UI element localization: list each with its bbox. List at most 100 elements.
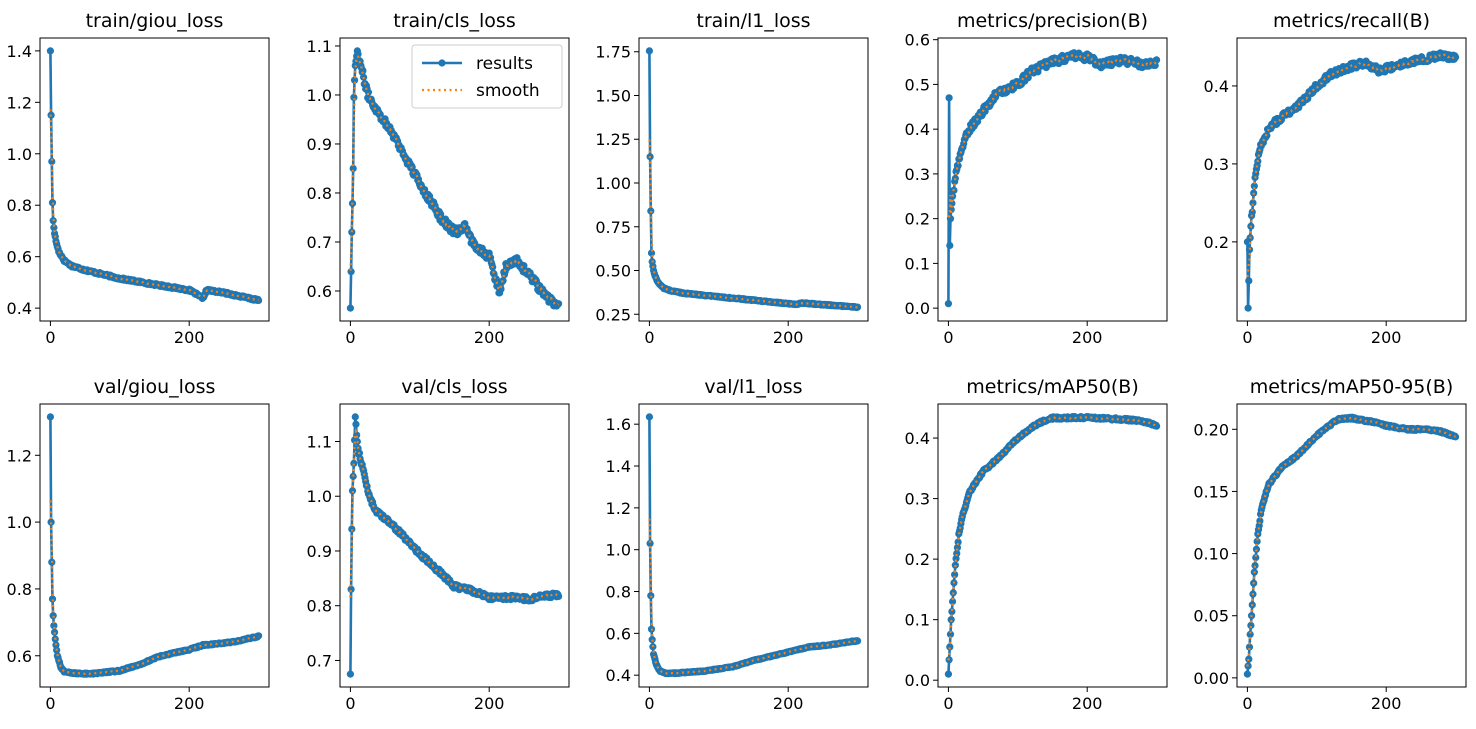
- results-point: [1152, 56, 1161, 64]
- smooth-line: [1246, 53, 1457, 278]
- results-line: [1246, 415, 1457, 675]
- results-point: [48, 157, 56, 166]
- x-tick-label: 200: [1371, 328, 1402, 347]
- results-point: [1451, 53, 1460, 61]
- results-point: [946, 241, 954, 250]
- y-tick-label: 1.0: [307, 86, 332, 105]
- axes-frame: [1236, 403, 1467, 688]
- results-point: [948, 597, 957, 606]
- y-tick-label: 1.50: [595, 86, 631, 105]
- results-markers: [944, 412, 1161, 678]
- y-tick-label: 0.3: [1204, 155, 1229, 174]
- panel-title: metrics/mAP50(B): [966, 376, 1138, 398]
- x-tick-label: 0: [644, 328, 654, 347]
- y-tick-label: 0.0: [905, 299, 930, 318]
- results-point: [947, 616, 955, 624]
- y-tick-label: 1.4: [606, 457, 631, 476]
- results-line: [49, 50, 260, 302]
- smooth-line: [49, 500, 259, 676]
- results-point: [946, 630, 955, 638]
- axes-frame: [638, 37, 869, 322]
- y-tick-label: 0.25: [595, 305, 631, 324]
- results-markers: [1243, 413, 1460, 678]
- y-tick-label: 0.75: [595, 218, 631, 237]
- x-tick-label: 0: [644, 694, 654, 713]
- results-point: [350, 459, 358, 467]
- x-tick-label: 0: [345, 328, 355, 347]
- y-tick-label: 0.2: [905, 550, 930, 569]
- legend-results-label: results: [476, 54, 533, 74]
- results-point: [1248, 208, 1256, 216]
- y-tick-label: 0.6: [7, 248, 32, 267]
- y-tick-label: 0.8: [307, 184, 332, 203]
- results-point: [351, 413, 359, 421]
- results-point: [944, 300, 953, 308]
- results-point: [254, 632, 263, 640]
- results-point: [50, 224, 58, 232]
- y-tick-label: 1.0: [7, 145, 32, 164]
- results-point: [348, 228, 356, 236]
- y-tick-label: 0.1: [905, 611, 930, 630]
- results-markers: [944, 49, 1161, 308]
- panel-title: metrics/mAP50-95(B): [1250, 376, 1454, 398]
- axes-frame: [39, 37, 270, 322]
- x-tick-label: 0: [1242, 694, 1252, 713]
- y-tick-label: 0.1: [905, 254, 930, 273]
- results-point: [50, 628, 59, 636]
- results-markers: [346, 413, 563, 678]
- results-point: [645, 47, 654, 55]
- x-tick-label: 200: [174, 328, 205, 347]
- results-point: [1256, 517, 1264, 525]
- results-point: [1253, 537, 1261, 546]
- results-point: [359, 66, 367, 75]
- results-point: [49, 612, 57, 620]
- results-point: [1250, 182, 1258, 190]
- axes-frame: [339, 37, 570, 322]
- results-line: [1246, 51, 1457, 310]
- results-line: [349, 415, 560, 675]
- results-markers: [645, 47, 862, 312]
- y-tick-label: 0.6: [307, 282, 332, 301]
- x-tick-label: 0: [45, 328, 55, 347]
- y-tick-label: 1.4: [7, 42, 32, 61]
- results-point: [645, 413, 654, 421]
- panel-title: train/giou_loss: [86, 10, 224, 32]
- results-point: [647, 249, 656, 257]
- y-tick-label: 1.2: [7, 93, 32, 112]
- y-tick-label: 1.2: [7, 446, 32, 465]
- panel-9: metrics/mAP50(B) 0.0 0.1 0.2 0.3 0.4 0 200: [905, 376, 1168, 713]
- results-line: [648, 50, 859, 309]
- results-point: [1251, 561, 1259, 570]
- y-tick-label: 0.4: [7, 299, 32, 318]
- results-point: [1244, 304, 1252, 312]
- panel-title: val/cls_loss: [401, 376, 507, 398]
- results-markers: [1243, 49, 1460, 312]
- axes-frame: [39, 403, 270, 688]
- x-tick-label: 0: [345, 694, 355, 713]
- results-point: [349, 164, 357, 173]
- results-point: [354, 50, 362, 58]
- panel-8: val/l1_loss 0.4 0.6 0.8 1.0 1.2 1.4 1.6 0 200: [606, 376, 869, 713]
- y-tick-label: 0.8: [7, 580, 32, 599]
- y-tick-label: 1.0: [307, 487, 332, 506]
- y-tick-label: 0.6: [905, 31, 930, 50]
- panel-7: val/cls_loss 0.7 0.8 0.9 1.0 1.1 0 200: [307, 376, 570, 713]
- results-point: [1247, 621, 1255, 630]
- results-point: [944, 670, 953, 678]
- results-point: [364, 88, 373, 96]
- results-point: [348, 487, 357, 495]
- y-tick-label: 0.50: [595, 262, 631, 281]
- y-tick-label: 0.7: [307, 651, 332, 670]
- results-point: [254, 296, 263, 305]
- smooth-line: [947, 415, 1157, 661]
- smooth-line: [947, 53, 1158, 219]
- results-point: [47, 518, 55, 526]
- results-point: [1245, 246, 1254, 254]
- axes-frame: [937, 403, 1168, 688]
- axes-frame: [638, 403, 869, 688]
- results-point: [46, 413, 55, 421]
- y-tick-label: 0.8: [7, 196, 32, 215]
- y-tick-label: 1.1: [307, 432, 332, 451]
- panel-title: val/giou_loss: [94, 376, 216, 398]
- y-tick-label: 0.4: [905, 429, 930, 448]
